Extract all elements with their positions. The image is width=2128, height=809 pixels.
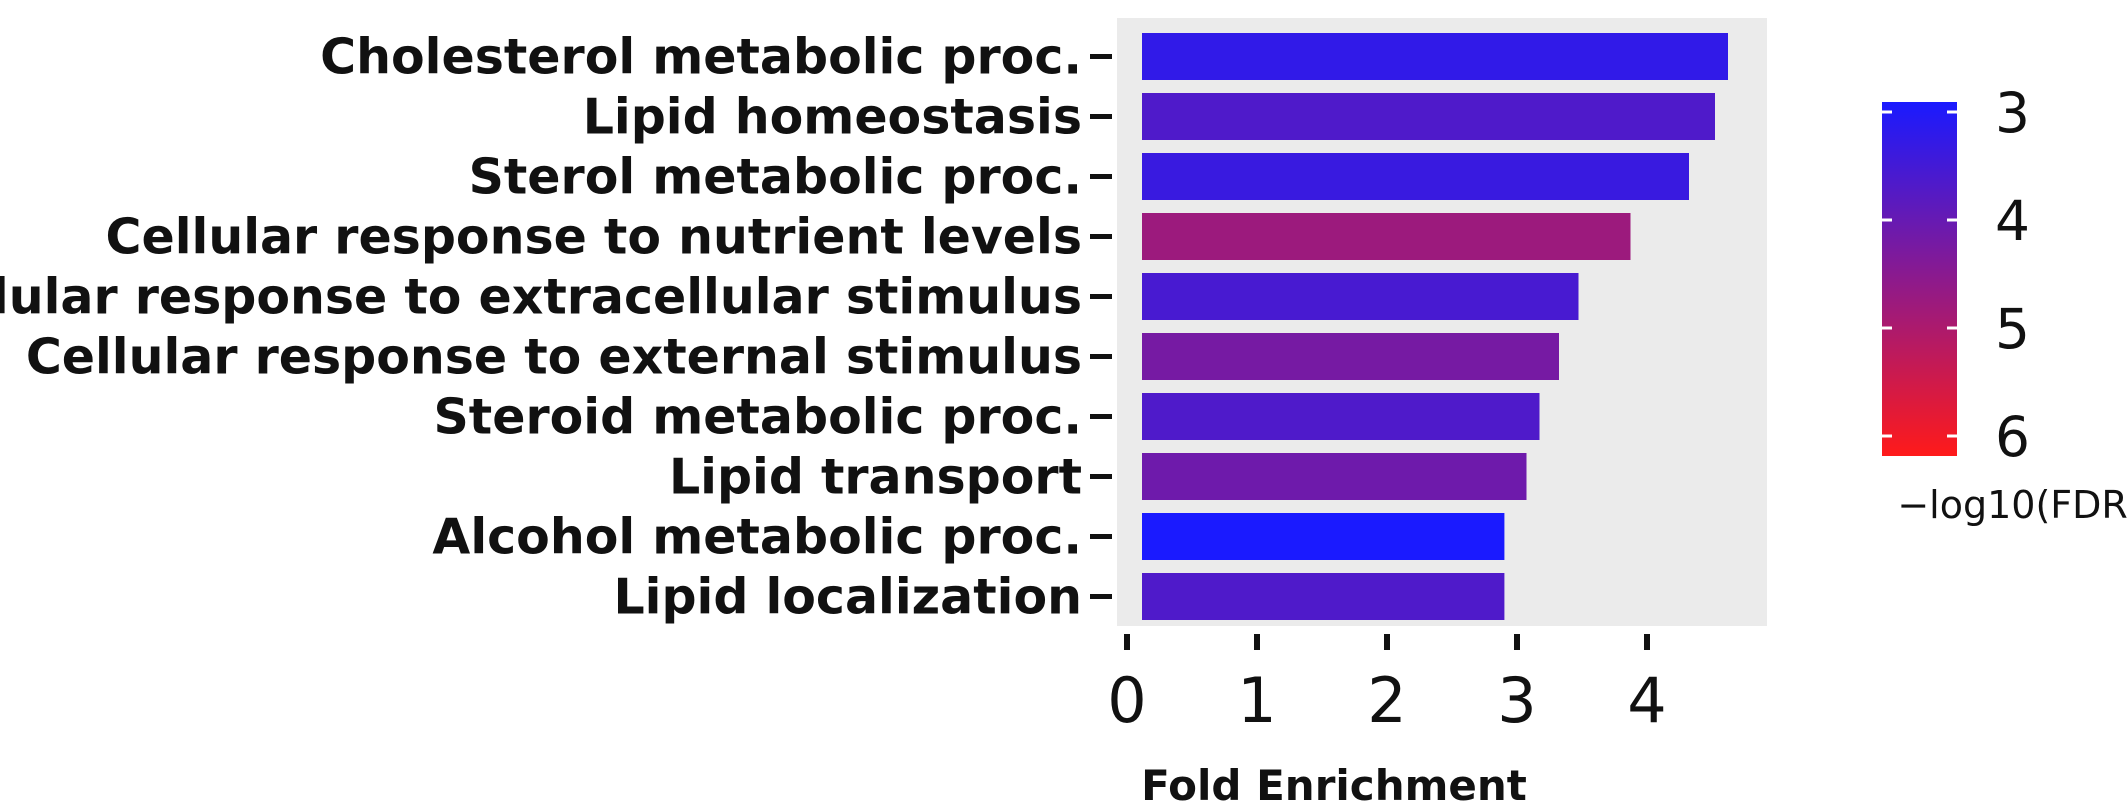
legend-label: 5 bbox=[1995, 297, 2030, 361]
x-tick-label: 1 bbox=[1237, 664, 1276, 737]
category-label: Lipid localization bbox=[613, 569, 1082, 626]
legend-colorbar bbox=[1882, 102, 1957, 456]
category-label: Cellular response to nutrient levels bbox=[106, 209, 1082, 266]
x-tick-label: 4 bbox=[1627, 664, 1666, 737]
legend-label: 4 bbox=[1995, 189, 2030, 253]
category-label: Lipid homeostasis bbox=[583, 89, 1082, 146]
x-tick-label: 3 bbox=[1497, 664, 1536, 737]
category-label: Alcohol metabolic proc. bbox=[432, 509, 1082, 566]
bar bbox=[1142, 213, 1631, 260]
bar bbox=[1142, 393, 1540, 440]
color-legend: 3 4 5 6 −log10(FDR) bbox=[1882, 81, 2128, 527]
bar bbox=[1142, 33, 1728, 80]
x-tick-label: 2 bbox=[1367, 664, 1406, 737]
category-label: Cellular response to extracellular stimu… bbox=[0, 269, 1082, 326]
legend-label: 3 bbox=[1995, 81, 2030, 145]
bar bbox=[1142, 153, 1689, 200]
bar bbox=[1142, 513, 1505, 560]
category-label: Steroid metabolic proc. bbox=[434, 389, 1082, 446]
category-label: Cellular response to external stimulus bbox=[26, 329, 1082, 386]
x-axis-title: Fold Enrichment bbox=[1141, 761, 1527, 809]
category-label: Lipid transport bbox=[669, 449, 1082, 506]
legend-label: 6 bbox=[1995, 405, 2030, 469]
x-tick-label: 0 bbox=[1107, 664, 1146, 737]
bar bbox=[1142, 573, 1505, 620]
category-label: Sterol metabolic proc. bbox=[469, 149, 1082, 206]
bar bbox=[1142, 93, 1715, 140]
legend-title: −log10(FDR) bbox=[1897, 483, 2128, 527]
bar bbox=[1142, 273, 1579, 320]
category-label: Cholesterol metabolic proc. bbox=[320, 29, 1082, 86]
bar bbox=[1142, 333, 1559, 380]
bar bbox=[1142, 453, 1527, 500]
